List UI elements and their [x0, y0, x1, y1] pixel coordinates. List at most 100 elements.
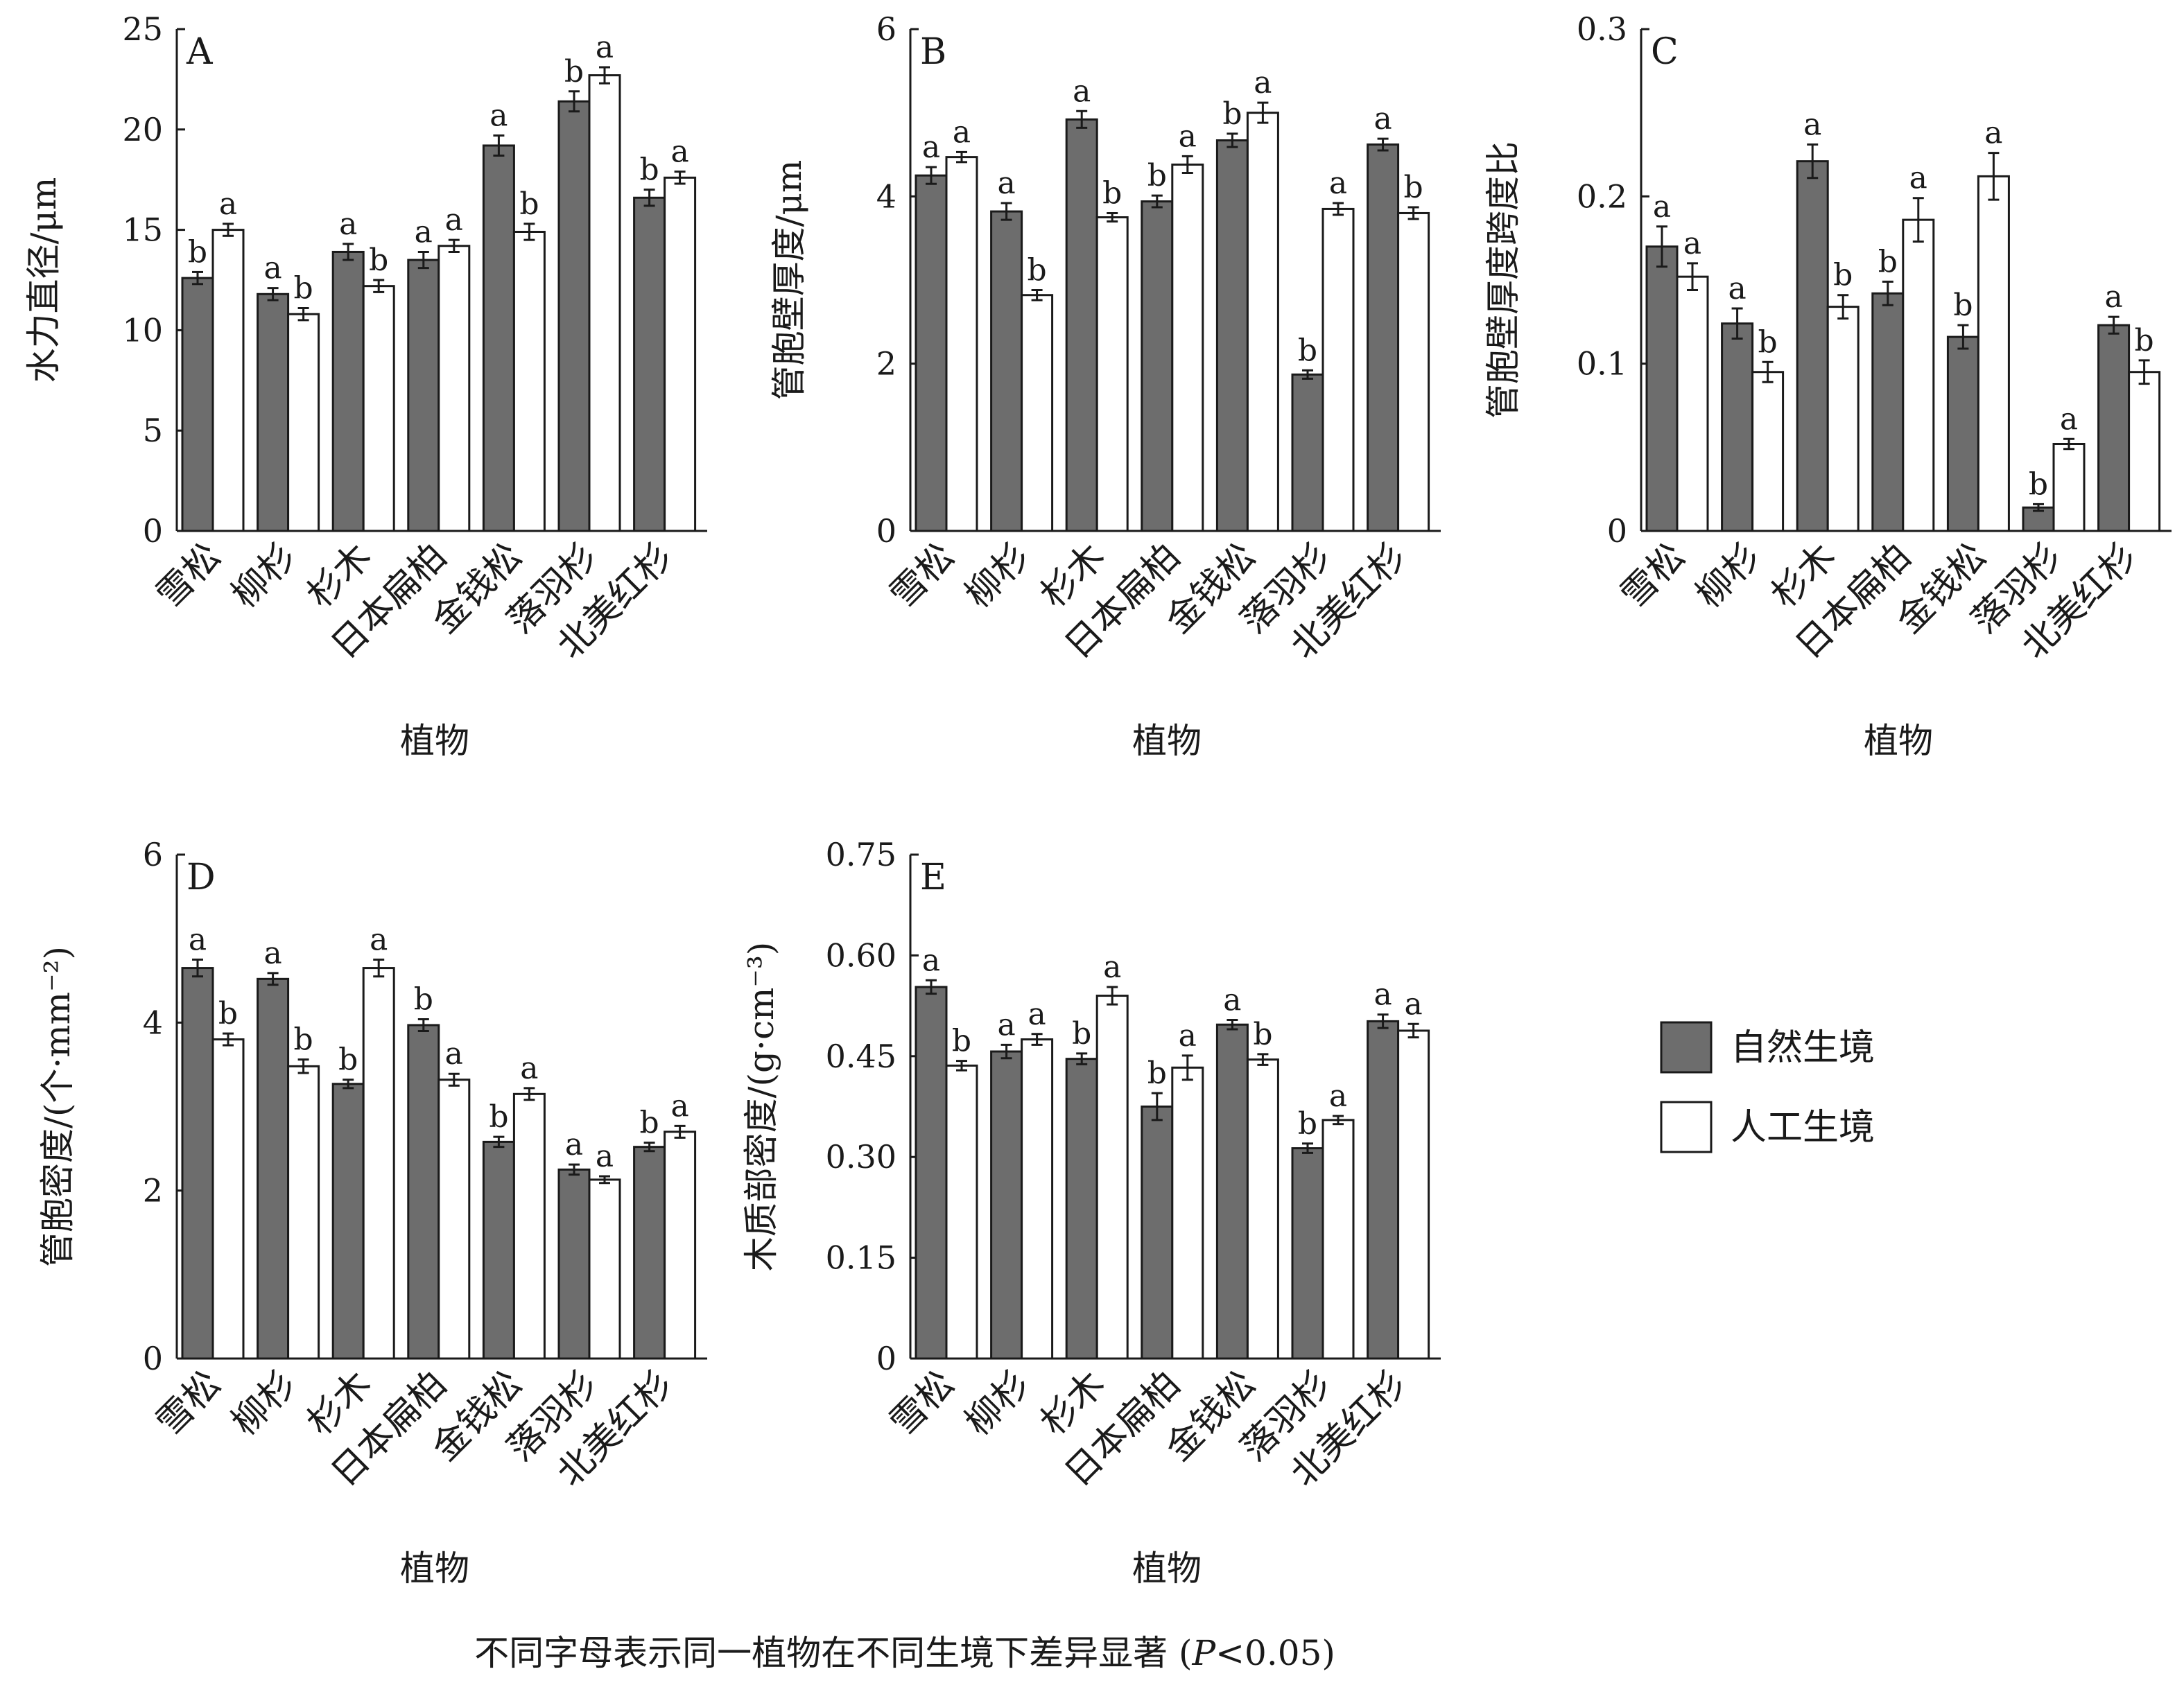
significance-letter: a	[1909, 161, 1927, 196]
y-tick-label: 0	[143, 512, 163, 550]
y-tick-label: 4	[143, 1004, 163, 1041]
bar-natural	[1291, 373, 1324, 532]
significance-letter: b	[1404, 170, 1423, 205]
y-tick-label: 6	[876, 10, 896, 48]
bar-natural	[1141, 1106, 1174, 1360]
category-label: 柳杉	[957, 536, 1038, 616]
significance-letter: a	[189, 922, 207, 957]
significance-letter: b	[1758, 324, 1778, 360]
x-axis-title: 植物	[1132, 721, 1202, 761]
significance-letter: a	[1028, 997, 1046, 1032]
significance-letter: a	[1103, 950, 1121, 985]
bar-natural	[1645, 245, 1679, 532]
y-tick-label: 4	[876, 177, 896, 215]
bar-artificial	[1095, 216, 1129, 532]
y-axis-title: 水力直径/μm	[24, 177, 64, 383]
significance-letter: b	[564, 54, 584, 89]
significance-letter: b	[1953, 288, 1973, 323]
legend: 自然生境 人工生境	[1660, 1021, 1875, 1153]
category-label: 柳杉	[1688, 536, 1769, 616]
significance-letter: a	[1373, 977, 1392, 1013]
bar-natural	[2097, 324, 2131, 532]
legend-swatch-natural	[1660, 1021, 1713, 1074]
bar-natural	[915, 174, 948, 532]
y-tick-label: 0	[143, 1340, 163, 1377]
significance-letter: a	[1404, 986, 1422, 1022]
significance-letter: b	[1147, 1056, 1167, 1091]
bar-artificial	[1171, 163, 1204, 532]
bar-natural	[331, 250, 365, 532]
bar-artificial	[362, 967, 395, 1360]
significance-letter: a	[1329, 1079, 1347, 1114]
significance-letter: b	[489, 1099, 508, 1135]
bar-artificial	[664, 176, 697, 532]
y-tick-label: 0	[876, 512, 896, 550]
bar-artificial	[287, 313, 320, 532]
y-tick-label: 0	[1607, 512, 1627, 550]
significance-letter: b	[414, 981, 433, 1017]
y-tick-label: 6	[143, 836, 163, 873]
footnote-rest: <0.05)	[1215, 1633, 1335, 1673]
significance-letter: a	[997, 1007, 1015, 1042]
bar-artificial	[512, 1092, 546, 1360]
significance-letter: a	[263, 251, 281, 286]
significance-letter: a	[1653, 189, 1671, 225]
significance-letter: a	[2104, 279, 2122, 315]
bar-artificial	[1321, 207, 1355, 532]
bar-artificial	[1977, 175, 2010, 532]
y-tick-label: 0.1	[1577, 345, 1627, 383]
significance-letter: a	[370, 922, 388, 957]
panel-letter: B	[920, 31, 946, 73]
panel-letter: E	[920, 857, 946, 898]
bar-artificial	[1095, 995, 1129, 1360]
bar-artificial	[211, 1038, 245, 1360]
significance-letter: a	[670, 1088, 688, 1124]
significance-letter: b	[2135, 323, 2154, 358]
bar-artificial	[1397, 1029, 1430, 1360]
bar-natural	[1215, 1023, 1249, 1360]
bar-natural	[181, 277, 214, 532]
bar-natural	[557, 100, 591, 532]
significance-letter: b	[294, 271, 313, 306]
bar-natural	[1946, 335, 1979, 532]
y-tick-label: 20	[122, 111, 163, 148]
significance-letter: a	[415, 214, 433, 250]
y-tick-label: 0.45	[826, 1038, 896, 1075]
bar-artificial	[664, 1130, 697, 1360]
significance-letter: a	[489, 98, 508, 133]
significance-letter: b	[1072, 1016, 1091, 1051]
bar-artificial	[437, 245, 471, 532]
significance-letter: b	[338, 1042, 358, 1078]
significance-letter: b	[294, 1022, 313, 1058]
category-label: 柳杉	[224, 536, 304, 616]
bar-natural	[557, 1168, 591, 1360]
bar-artificial	[1676, 275, 1709, 532]
significance-letter: a	[263, 936, 281, 971]
y-tick-label: 2	[876, 345, 896, 383]
y-axis-title: 管胞密度/(个·mm⁻²)	[37, 946, 78, 1267]
bar-natural	[633, 1146, 666, 1360]
bar-artificial	[512, 230, 546, 532]
significance-letter: a	[1728, 271, 1746, 306]
bar-artificial	[1397, 211, 1430, 532]
bar-artificial	[2128, 371, 2161, 532]
significance-letter: b	[1102, 175, 1122, 211]
significance-letter: b	[1147, 158, 1167, 193]
significance-letter: a	[1373, 101, 1392, 137]
y-tick-label: 2	[143, 1172, 163, 1210]
panel-letter: C	[1651, 31, 1679, 73]
bar-natural	[1796, 160, 1829, 532]
significance-letter: a	[565, 1127, 583, 1162]
bar-natural	[1065, 1058, 1098, 1360]
bar-artificial	[2052, 443, 2086, 532]
bar-artificial	[588, 1178, 621, 1360]
x-axis-title: 植物	[1132, 1548, 1202, 1589]
bar-natural	[1215, 139, 1249, 532]
bar-artificial	[1171, 1066, 1204, 1360]
significance-letter: a	[922, 943, 940, 978]
bar-natural	[1291, 1147, 1324, 1360]
